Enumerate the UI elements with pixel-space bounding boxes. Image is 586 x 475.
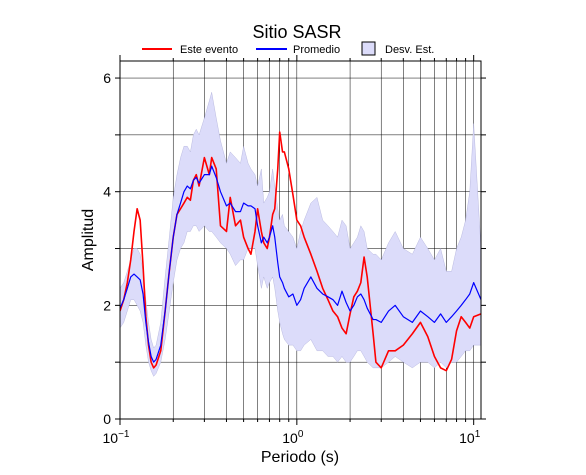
legend: Este evento Promedio Desv. Est. — [142, 41, 434, 56]
plot-frame — [119, 60, 482, 420]
legend-label-event: Este evento — [180, 44, 238, 56]
x-tick-label-2: 101 — [459, 429, 481, 446]
x-axis-label: Periodo (s) — [261, 449, 339, 466]
line-layer — [120, 131, 481, 372]
x-tick-label-0: 10−1 — [103, 429, 130, 446]
y-tick-label-4: 4 — [103, 184, 111, 200]
y-tick-label-6: 6 — [103, 70, 111, 86]
y-tick-label-2: 2 — [103, 297, 111, 313]
chart-title: Sitio SASR — [252, 22, 341, 42]
legend-swatch-band — [361, 41, 376, 56]
y-tick-label-0: 0 — [103, 411, 111, 427]
axes: 0 2 4 6 10−1 100 101 — [103, 55, 486, 446]
y-axis-label: Amplitud — [80, 209, 97, 271]
legend-label-mean: Promedio — [293, 44, 340, 56]
series-line-mean — [120, 165, 481, 363]
legend-label-band: Desv. Est. — [385, 44, 434, 56]
x-tick-label-1: 100 — [282, 429, 304, 446]
